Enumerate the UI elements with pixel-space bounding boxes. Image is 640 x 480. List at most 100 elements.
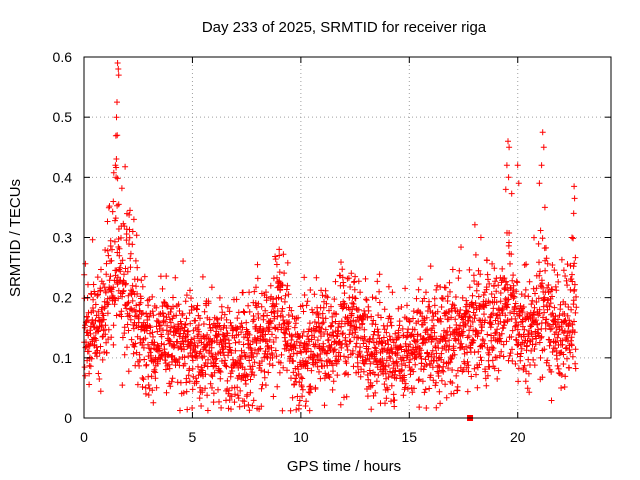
data-point <box>567 349 574 356</box>
data-point <box>145 341 151 348</box>
data-point <box>369 335 376 342</box>
data-point <box>434 362 441 369</box>
data-point <box>368 313 375 320</box>
data-point <box>170 344 177 351</box>
data-point <box>311 291 318 298</box>
data-point <box>127 316 134 323</box>
data-point <box>180 389 187 396</box>
data-point <box>95 308 102 315</box>
data-point <box>410 315 416 322</box>
data-point <box>245 302 252 309</box>
data-point <box>352 329 359 336</box>
data-point <box>100 316 107 323</box>
data-point <box>500 324 507 331</box>
data-point <box>250 316 257 323</box>
data-point <box>457 322 464 329</box>
data-point <box>360 316 367 323</box>
data-point <box>234 392 241 399</box>
data-point <box>117 268 124 275</box>
data-point <box>571 183 578 190</box>
data-point <box>129 241 136 248</box>
data-point <box>535 295 542 302</box>
data-point <box>161 299 168 306</box>
data-point <box>293 338 300 345</box>
data-point <box>127 250 134 257</box>
data-point <box>246 407 253 414</box>
data-point <box>530 356 537 363</box>
data-point <box>523 261 530 268</box>
data-point <box>537 354 544 361</box>
data-point <box>464 388 471 395</box>
data-point <box>204 407 211 414</box>
data-point <box>329 319 336 326</box>
data-point <box>185 353 192 360</box>
data-point <box>105 326 112 333</box>
data-point <box>539 280 546 287</box>
data-point <box>370 317 377 324</box>
data-point <box>112 215 119 222</box>
data-point <box>462 322 469 329</box>
data-point <box>526 389 533 396</box>
data-point <box>466 284 473 291</box>
data-point <box>90 281 97 288</box>
data-point <box>518 291 525 298</box>
data-point <box>481 340 488 347</box>
data-point <box>282 292 289 299</box>
data-point <box>89 236 96 243</box>
data-point <box>344 343 350 350</box>
data-point <box>240 308 247 315</box>
data-point <box>289 394 296 401</box>
data-point <box>132 257 139 264</box>
data-point <box>114 99 120 106</box>
data-point <box>374 278 381 285</box>
data-point <box>241 309 248 316</box>
data-point <box>376 299 383 306</box>
data-point <box>233 296 240 303</box>
data-point <box>277 286 284 293</box>
data-point <box>429 317 436 324</box>
data-point <box>561 311 568 317</box>
data-point <box>304 333 311 340</box>
data-point <box>279 407 286 414</box>
data-point <box>113 267 120 274</box>
data-point <box>215 386 221 393</box>
data-point <box>122 265 129 272</box>
data-point <box>92 301 99 308</box>
data-point <box>168 378 175 385</box>
data-points <box>81 60 580 414</box>
data-point <box>483 284 490 291</box>
data-point <box>544 306 551 313</box>
data-point <box>303 302 310 309</box>
data-point <box>487 324 494 331</box>
data-point <box>551 267 558 274</box>
data-point <box>475 348 482 355</box>
data-point <box>278 351 285 358</box>
data-point <box>249 363 256 370</box>
data-point <box>218 303 225 310</box>
data-point <box>279 305 286 312</box>
data-point <box>464 358 471 365</box>
data-point <box>226 340 233 347</box>
data-point <box>241 349 248 356</box>
data-point <box>509 346 515 353</box>
data-point <box>111 238 118 245</box>
data-point <box>491 294 498 301</box>
data-point <box>358 366 365 373</box>
data-point <box>263 294 270 301</box>
data-point <box>98 266 104 273</box>
data-point <box>561 384 568 390</box>
data-point <box>246 331 253 338</box>
data-point <box>244 353 250 360</box>
data-point <box>546 322 553 329</box>
data-point <box>234 315 241 322</box>
data-point <box>547 339 554 346</box>
data-point <box>440 368 447 375</box>
data-point <box>315 320 322 326</box>
data-point <box>440 359 447 366</box>
data-point <box>288 307 295 314</box>
data-point <box>323 350 330 357</box>
data-point <box>523 368 530 375</box>
data-point <box>529 315 536 321</box>
data-point <box>254 350 260 357</box>
data-point <box>94 292 101 299</box>
